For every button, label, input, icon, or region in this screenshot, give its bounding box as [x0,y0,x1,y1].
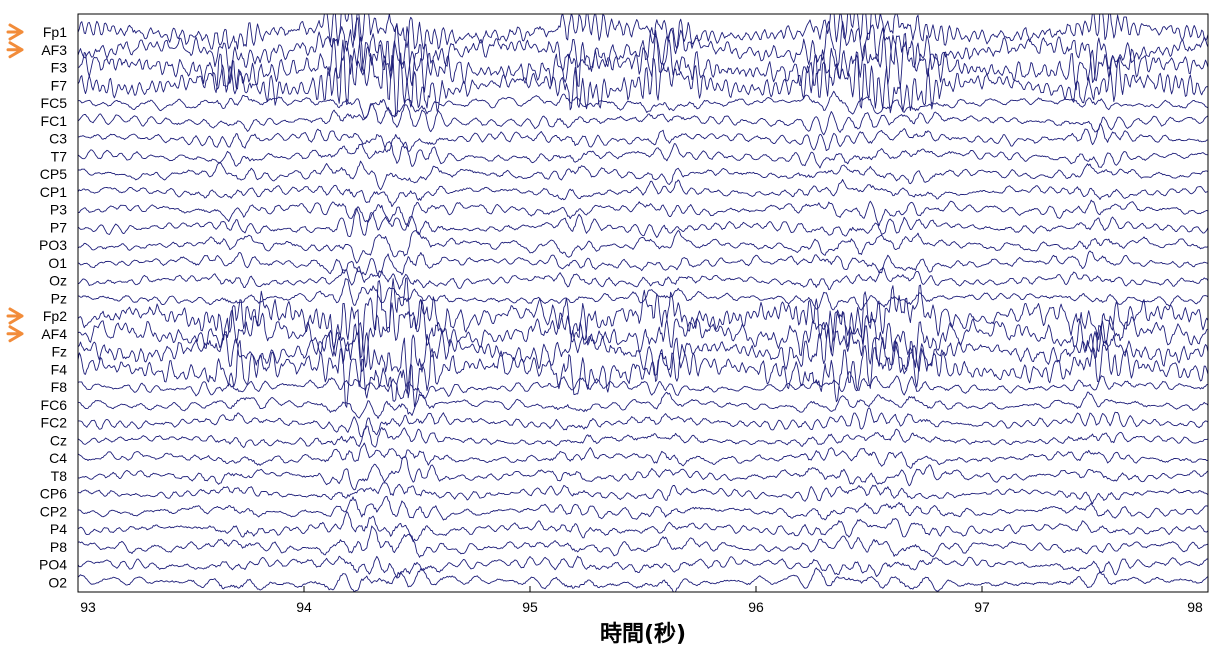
channel-label-o2: O2 [48,574,67,590]
channel-label-fc2: FC2 [41,415,68,431]
channel-label-t7: T7 [51,148,68,164]
trace-p4 [78,511,1208,542]
channel-label-cp6: CP6 [40,486,67,502]
trace-fc1 [78,104,1208,136]
channel-label-cp1: CP1 [40,184,67,200]
channel-label-cp5: CP5 [40,166,67,182]
channel-label-po3: PO3 [39,237,67,253]
channel-label-f8: F8 [51,379,68,395]
trace-oz [78,266,1208,291]
trace-p7 [78,207,1208,238]
arrow-right-icon [6,41,24,59]
channel-label-p8: P8 [50,539,67,555]
channel-label-c3: C3 [49,131,67,147]
trace-f8 [78,371,1208,400]
x-axis-title: 時間(秒) [600,622,686,647]
trace-fc6 [78,391,1208,419]
trace-fc5 [78,90,1208,119]
trace-fc2 [78,407,1208,438]
channel-label-t8: T8 [51,468,68,484]
x-tick-label: 96 [748,599,764,615]
trace-af4 [78,299,1208,368]
channel-label-cz: Cz [50,432,67,448]
channel-label-f7: F7 [51,77,68,93]
trace-fp1 [78,14,1208,55]
channel-label-fc6: FC6 [41,397,68,413]
x-axis-ticks: 93 94 95 96 97 98 [77,586,1209,615]
trace-cp5 [78,160,1208,191]
channel-label-fc5: FC5 [41,95,68,111]
arrow-right-icon [6,23,24,41]
trace-p8 [78,525,1208,558]
arrow-right-icon [6,325,24,343]
x-tick-label: 95 [522,599,538,615]
trace-pz [78,278,1208,311]
trace-cp6 [78,482,1208,505]
plot-area-background [78,14,1208,592]
trace-cz [78,425,1208,449]
x-tick-label: 93 [80,599,96,615]
trace-cp2 [78,495,1208,521]
channel-label-p3: P3 [50,202,67,218]
channel-label-c4: C4 [49,450,67,466]
trace-fp2 [78,277,1208,359]
trace-f7 [78,39,1208,117]
x-tick-label: 97 [974,599,990,615]
channel-label-p7: P7 [50,219,67,235]
channel-label-af3: AF3 [41,42,67,58]
trace-o2 [78,567,1208,592]
trace-af3 [78,17,1208,84]
eeg-traces [78,14,1208,592]
trace-f3 [78,26,1208,97]
channel-label-o1: O1 [48,255,67,271]
x-tick-label: 98 [1187,599,1203,615]
channel-label-f4: F4 [51,361,68,377]
trace-c3 [78,123,1208,153]
channel-label-fc1: FC1 [41,113,68,129]
channel-markers [6,23,24,343]
channel-label-p4: P4 [50,521,67,537]
trace-fz [78,325,1208,399]
channel-label-fp2: Fp2 [43,308,67,324]
channel-label-po4: PO4 [39,557,67,573]
trace-o1 [78,250,1208,279]
trace-t8 [78,456,1208,491]
plot-frame [77,13,1209,593]
trace-p3 [78,199,1208,228]
trace-cp1 [78,179,1208,208]
trace-t7 [78,141,1208,169]
channel-label-fz: Fz [51,344,67,360]
channel-label-f3: F3 [51,60,68,76]
channel-label-cp2: CP2 [40,503,67,519]
channel-label-fp1: Fp1 [43,24,67,40]
trace-f4 [78,339,1208,408]
x-tick-label: 94 [296,599,312,615]
trace-c4 [78,442,1208,469]
channel-label-oz: Oz [49,273,67,289]
trace-po4 [78,555,1208,579]
arrow-right-icon [6,307,24,325]
channel-label-pz: Pz [51,290,67,306]
channel-label-af4: AF4 [41,326,67,342]
trace-po3 [78,230,1208,264]
